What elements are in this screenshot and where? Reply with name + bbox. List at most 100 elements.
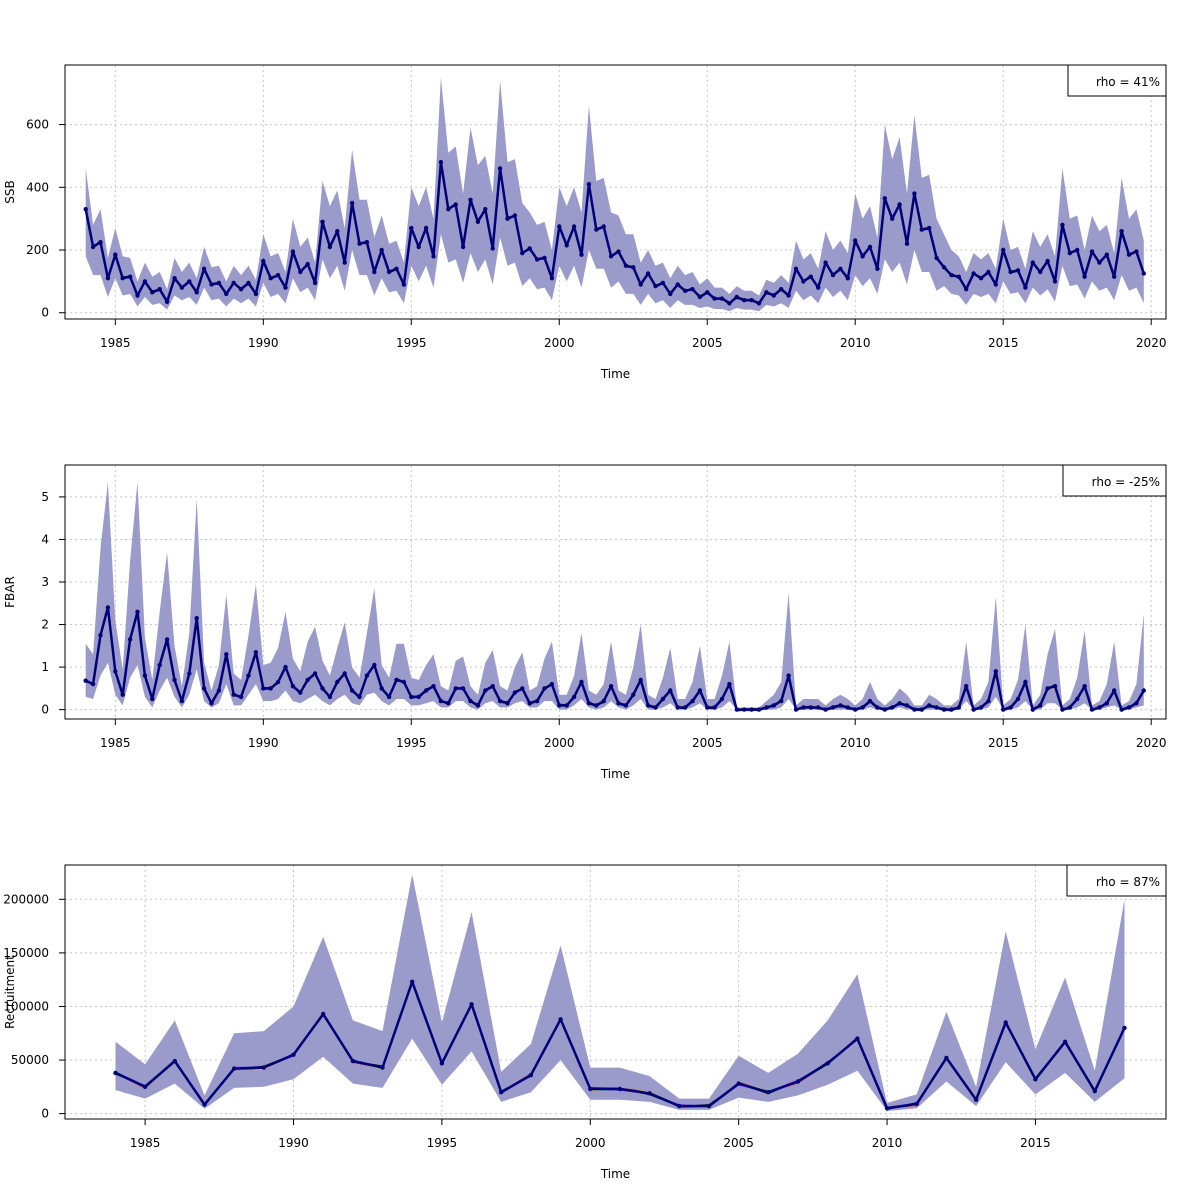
fbar-data-point <box>882 707 887 712</box>
recruitment-legend: rho = 87% <box>1066 864 1167 897</box>
fbar-data-point <box>83 678 88 683</box>
fbar-data-point <box>956 705 961 710</box>
fbar-y-tick-label: 2 <box>41 618 49 632</box>
fbar-data-point <box>142 673 148 678</box>
ssb-data-point <box>623 263 629 268</box>
fbar-data-point <box>497 698 503 704</box>
ssb-data-point <box>912 191 917 196</box>
fbar-data-point <box>394 677 399 683</box>
fbar-data-point <box>423 688 429 693</box>
ssb-data-point <box>616 249 621 254</box>
ssb-data-point <box>697 294 703 300</box>
ssb-legend-box <box>1067 64 1167 97</box>
recruitment-data-point <box>944 1055 949 1061</box>
ssb-data-point <box>290 249 296 254</box>
fbar-data-point <box>941 707 947 712</box>
ssb-y-axis: 0 200 400 600 <box>26 118 66 320</box>
recruitment-points <box>113 979 1127 1111</box>
ssb-data-point <box>349 200 355 206</box>
fbar-data-point <box>512 690 518 695</box>
fbar-data-point <box>253 650 259 655</box>
recruitment-data-point <box>736 1081 741 1086</box>
recruitment-confidence-band <box>115 874 1125 1111</box>
ssb-data-point <box>1030 260 1036 265</box>
ssb-data-point <box>764 290 769 295</box>
recruitment-data-point <box>647 1091 652 1096</box>
ssb-data-point <box>594 227 599 232</box>
fbar-data-point <box>919 707 924 712</box>
fbar-data-point <box>431 684 436 689</box>
recruitment-data-point <box>410 979 415 984</box>
recruitment-data-point <box>142 1084 148 1090</box>
ssb-data-point <box>653 283 658 289</box>
ssb-data-point <box>534 257 540 262</box>
recruitment-x-axis: 1985 1990 1995 2000 2005 2010 2015 <box>130 1118 1051 1150</box>
ssb-data-point <box>1126 252 1132 257</box>
fbar-data-point <box>764 705 769 710</box>
fbar-data-point <box>779 698 784 704</box>
ssb-y-tick-label: 400 <box>26 180 49 194</box>
fbar-data-point <box>379 686 384 691</box>
ssb-data-point <box>690 287 695 292</box>
fbar-series-lines <box>85 605 1145 713</box>
recruitment-y-axis-label: Recruitment <box>3 955 17 1029</box>
ssb-data-point <box>512 213 518 218</box>
fbar-data-point <box>98 633 103 638</box>
fbar-x-tick-label: 2020 <box>1136 736 1167 750</box>
fbar-data-point <box>949 707 954 712</box>
ssb-data-point <box>394 266 399 271</box>
ssb-data-point <box>882 196 887 201</box>
ssb-data-point <box>1134 249 1139 254</box>
fbar-data-point <box>986 698 991 704</box>
recruitment-y-tick-label: 100000 <box>3 999 49 1013</box>
ssb-x-tick-label: 1985 <box>100 336 131 350</box>
fbar-data-point <box>705 705 710 710</box>
fbar-data-point <box>468 698 473 704</box>
fbar-confidence-band <box>85 482 1144 710</box>
ssb-data-point <box>231 280 236 286</box>
fbar-data-point <box>209 701 214 706</box>
fbar-data-point <box>838 703 843 708</box>
fbar-data-point <box>1030 707 1036 712</box>
recruitment-x-axis-label: Time <box>600 1167 630 1181</box>
fbar-data-point <box>164 637 170 642</box>
ssb-data-point <box>941 265 947 270</box>
ssb-data-point <box>875 266 880 271</box>
recruitment-data-point <box>766 1090 771 1095</box>
ssb-data-point <box>261 258 266 264</box>
fbar-data-point <box>172 677 177 683</box>
fbar-data-point <box>327 694 333 700</box>
ssb-data-point <box>446 207 451 212</box>
fbar-data-point <box>542 686 547 691</box>
fbar-data-point <box>927 703 932 708</box>
fbar-data-point <box>261 686 266 691</box>
ssb-x-tick-label: 2020 <box>1136 336 1167 350</box>
ssb-data-point <box>527 246 532 251</box>
ssb-data-point <box>113 252 118 257</box>
fbar-data-point <box>897 701 902 706</box>
ssb-data-point <box>631 265 636 270</box>
ssb-data-point <box>727 301 732 306</box>
ssb-data-point <box>246 280 251 286</box>
fbar-data-point <box>1067 705 1073 710</box>
ssb-data-point <box>971 271 976 276</box>
ssb-x-tick-label: 2015 <box>988 336 1019 350</box>
ssb-data-point <box>1097 260 1102 265</box>
fbar-data-point <box>312 671 318 676</box>
ssb-data-point <box>224 291 229 297</box>
fbar-data-point <box>520 686 525 691</box>
fbar-data-point <box>1001 707 1006 712</box>
fbar-data-point <box>216 688 222 693</box>
ssb-data-point <box>1045 258 1050 264</box>
fbar-y-tick-label: 5 <box>41 490 49 504</box>
fbar-band-area <box>85 482 1144 710</box>
fbar-legend: rho = -25% <box>1062 464 1167 497</box>
ssb-data-point <box>1008 269 1013 275</box>
ssb-data-point <box>1015 268 1021 273</box>
recruitment-x-tick-label: 2000 <box>575 1136 606 1150</box>
ssb-data-point <box>483 207 488 212</box>
fbar-data-point <box>823 707 828 712</box>
fbar-data-point <box>1097 705 1102 710</box>
fbar-data-point <box>283 664 288 670</box>
